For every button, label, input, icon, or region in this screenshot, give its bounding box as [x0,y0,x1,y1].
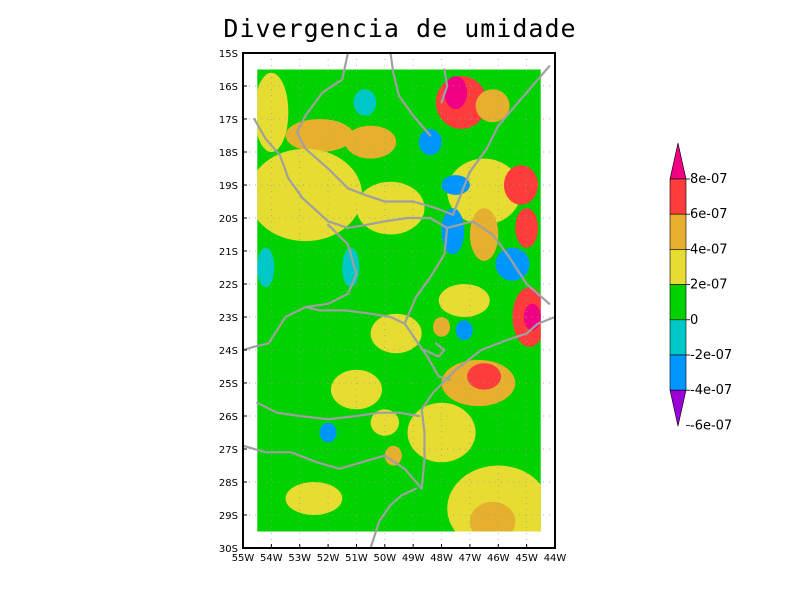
x-tick-label: 50W [374,553,397,564]
x-tick-label: 48W [430,553,453,564]
field-cell [407,402,476,463]
field-cell [433,317,451,337]
colorbar-label: 6e-07 [690,207,728,222]
field-cell [353,89,377,116]
colorbar-label: -2e-07 [690,348,732,363]
map-frame [242,52,556,549]
colorbar-segment [669,319,687,356]
field-cell [319,422,337,443]
field-cell [467,363,502,390]
field-cell [257,72,289,152]
field-cell [444,76,468,110]
x-tick-label: 46W [487,553,510,564]
x-tick-label: 54W [260,553,283,564]
colorbar-label: 2e-07 [690,278,728,293]
colorbar-segment [669,213,687,250]
field-cell [455,320,473,341]
field-cell [257,148,363,242]
y-tick-label: 28S [219,478,238,489]
field-cell [475,89,510,123]
colorbar-segment [669,249,687,285]
y-tick-label: 25S [219,379,238,390]
x-tick-label: 47W [459,553,482,564]
x-tick-label: 53W [288,553,311,564]
field-cell [345,125,397,159]
x-tick-label: 51W [345,553,368,564]
border-line [389,51,432,137]
colorbar-cap-bottom [669,389,687,427]
y-tick-label: 17S [219,115,238,126]
colorbar-label: -6e-07 [690,418,732,433]
colorbar-label: 0 [690,313,698,328]
field-cell [495,247,530,281]
border-line [253,117,449,229]
colorbar-label: -4e-07 [690,383,732,398]
border-line [304,306,452,381]
border-line [440,68,449,104]
y-tick-label: 27S [219,445,238,456]
field-cell [418,128,442,156]
field-cell [469,208,499,261]
x-tick-label: 45W [515,553,538,564]
y-tick-label: 30S [219,544,238,555]
y-tick-label: 20S [219,214,238,225]
field-cell [384,445,402,466]
field-cell [447,158,521,225]
y-tick-label: 26S [219,412,238,423]
y-tick-label: 24S [219,346,238,357]
colorbar-label: 8e-07 [690,172,728,187]
field-cell [441,208,465,255]
colorbar-label: 4e-07 [690,242,728,257]
border-line [451,65,551,216]
colorbar-cap-top [669,142,687,180]
border-line [256,401,420,421]
divergence-field [257,69,541,532]
x-tick-label: 44W [544,553,567,564]
x-tick-label: 49W [402,553,425,564]
field-cell [370,409,399,436]
border-line [420,315,557,490]
field-cell [503,165,538,205]
border-line [369,487,418,550]
field-cell [285,119,354,152]
border-line [423,342,446,358]
y-tick-label: 16S [219,82,238,93]
field-cell [469,501,516,532]
y-tick-label: 29S [219,511,238,522]
state-borders [241,51,557,550]
border-line [241,223,358,352]
field-cell [438,284,490,317]
field-cell [447,465,541,532]
y-tick-label: 22S [219,280,238,291]
y-tick-label: 21S [219,247,238,258]
x-tick-label: 55W [232,553,255,564]
border-line [403,220,551,325]
colorbar-segment [669,354,687,391]
axis-ticks: 55W 54W 53W 52W 51W 50W 49W 48W 47W 46W 45W 44W 15S 1… [219,49,566,564]
colorbar-segment [669,284,687,321]
y-tick-label: 15S [219,49,238,60]
colorbar-legend: 8e-07 6e-07 4e-07 2e-07 0 -2e-07 -4e-07 -6e-07 [669,142,732,433]
field-cell [257,247,275,288]
field-cell [285,482,343,515]
y-tick-label: 19S [219,181,238,192]
border-line [241,444,423,490]
border-line [295,51,454,216]
y-tick-label: 18S [219,148,238,159]
field-cell [370,313,422,354]
y-tick-label: 23S [219,313,238,324]
field-cell [356,181,425,235]
map-grid [243,53,555,548]
map-title: Divergencia de umidade [223,14,577,43]
colorbar-segment [669,178,687,215]
x-tick-label: 52W [317,553,340,564]
